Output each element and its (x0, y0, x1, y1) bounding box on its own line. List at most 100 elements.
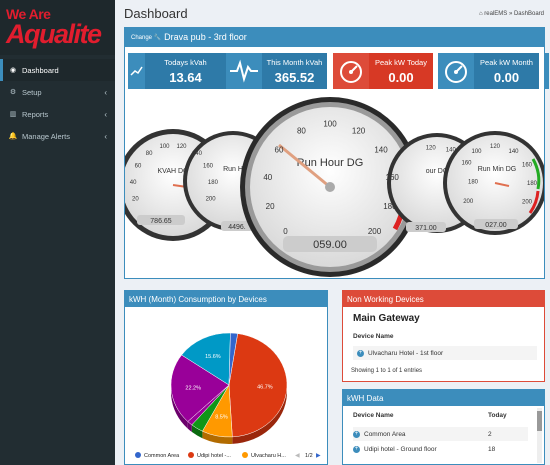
sidebar-item-label: Manage Alerts (22, 131, 70, 141)
breadcrumb-text: realEMS » DashBoard (484, 11, 544, 17)
gauge-tick-label: 120 (352, 127, 366, 136)
chevron-left-icon: ‹ (104, 131, 107, 141)
legend-pager: 1/2 (305, 453, 313, 459)
gauge-run-min-dg: Run Min DG 027.00 (443, 131, 544, 235)
device-name: Common Area (364, 430, 406, 438)
gauge-tick-label: 200 (463, 199, 474, 205)
gauge-tick-label: 60 (275, 146, 284, 155)
gauge-tick-label: 140 (374, 146, 388, 155)
breadcrumb[interactable]: ⌂ realEMS » DashBoard (479, 11, 544, 17)
gauge-tick-label: 60 (135, 164, 142, 170)
column-header[interactable]: Device Name (353, 333, 394, 340)
gauge-tick-label: 120 (176, 144, 187, 150)
change-site-link[interactable]: Change 🔧 (131, 34, 162, 41)
sidebar-item-label: Dashboard (22, 65, 59, 75)
gauge-tick-label: 120 (426, 146, 437, 152)
gauge-readout: 059.00 (313, 239, 347, 251)
expand-icon[interactable]: + (357, 349, 364, 357)
legend-swatch (135, 452, 141, 458)
chart-legend: Common Area Udipi hotel -... Ulvacharu H… (135, 452, 321, 459)
sidebar-item-label: Setup (22, 87, 42, 97)
gauge-readout: 371.00 (415, 225, 437, 232)
gauges-area: KVAH DG 786.65 Run H 4496. Run Hour DG 0… (125, 97, 544, 277)
gauge-tick-label: 200 (522, 200, 533, 206)
gauge-tick-label: 180 (527, 181, 538, 187)
speedometer-icon (333, 53, 369, 89)
home-icon: ⌂ (479, 11, 485, 17)
gauge-tick-label: 140 (192, 151, 203, 157)
pie-slice-side (202, 431, 233, 444)
table-row[interactable]: + Udipi hotel - Ground floor 18 (353, 442, 528, 456)
tile-value: 365.52 (274, 69, 315, 85)
tile-month-kvah: This Month kVah 365.52 (226, 53, 327, 89)
gauge-title: Run Min DG (478, 166, 517, 173)
gauge-tick-label: 120 (490, 144, 501, 150)
column-header[interactable]: Device Name (353, 412, 394, 419)
gauge-tick-labels: 20 40 60 80 100 120 140 160 180 200 0 20 40 60 80 100 12… (130, 120, 538, 237)
device-name: Ulvacharu Hotel - 1st floor (368, 349, 444, 357)
gauge-tick-label: 100 (323, 120, 337, 129)
chevron-left-icon: ‹ (104, 109, 107, 119)
logo-line1: We Are (6, 6, 51, 22)
gauge-tick-label: 40 (263, 173, 272, 182)
panel-title: kWH (Month) Consumption by Devices (125, 291, 327, 307)
gauge-tick-label: 80 (297, 127, 306, 136)
legend-label[interactable]: Ulvacharu H... (251, 453, 286, 459)
sidebar-item-label: Reports (22, 109, 49, 119)
gauge-tick-label: 20 (132, 197, 139, 203)
gear-icon: ⚙ (9, 89, 17, 96)
gauge-title: Run H (223, 166, 243, 173)
site-name: Drava pub - 3rd floor (164, 32, 247, 42)
tile-label: Todays kVah (164, 57, 207, 67)
legend-label[interactable]: Udipi hotel -... (197, 453, 231, 459)
gauge-tick-label: 80 (146, 151, 153, 157)
table-row[interactable]: + Common Area 2 (353, 427, 528, 441)
sidebar-nav: ◉ Dashboard ⚙ Setup ‹ ▥ Reports ‹ 🔔 Mana… (0, 59, 115, 147)
legend-label[interactable]: Common Area (144, 453, 180, 459)
gauge-tick-label: 160 (522, 163, 533, 169)
gauge-run-hour-dg: Run Hour DG 059.00 (240, 97, 420, 277)
scrollbar[interactable] (537, 408, 542, 463)
today-value: 2 (488, 430, 492, 438)
non-working-devices-panel: Non Working Devices Main Gateway Device … (342, 290, 545, 382)
expand-icon[interactable]: + (353, 430, 360, 438)
pie-slice-label: 22.2% (185, 386, 201, 392)
tile-value: 0.00 (493, 69, 520, 85)
gauge-tick-label: 180 (468, 179, 479, 185)
speedometer-icon (438, 53, 474, 89)
pie-slice-label: 46.7% (257, 385, 273, 391)
gauge-title: KVAH DG (158, 168, 189, 175)
logo-line2: Aqualite (6, 19, 102, 49)
dashboard-icon: ◉ (9, 67, 17, 74)
sidebar-item-setup[interactable]: ⚙ Setup ‹ (0, 81, 115, 103)
gauge-tick-label: 180 (383, 202, 397, 211)
pie-slice[interactable] (228, 333, 288, 438)
sidebar-item-dashboard[interactable]: ◉ Dashboard (0, 59, 115, 81)
gauge-tick-label: 200 (206, 197, 217, 203)
gauge-tick-label: 200 (368, 227, 382, 236)
expand-icon[interactable]: + (353, 445, 360, 453)
pulse-icon (226, 53, 262, 89)
tile-peak-kw-today: Peak kW Today 0.00 (333, 53, 433, 89)
pie-slice-side (171, 355, 188, 429)
table-row[interactable]: + Ulvacharu Hotel - 1st floor (353, 346, 537, 360)
meter-overview-box: Change 🔧 Drava pub - 3rd floor Todays kV… (124, 27, 549, 279)
today-value: 18 (488, 445, 496, 453)
panel-title: kWH Data (343, 390, 544, 406)
gauge-tick-label: 100 (471, 149, 482, 155)
pie-slice[interactable] (181, 332, 231, 386)
next-page-icon[interactable]: ▶ (316, 453, 321, 459)
gauge-tick-label: 20 (266, 202, 275, 211)
column-header[interactable]: Today (488, 412, 507, 419)
gateway-title: Main Gateway (353, 313, 420, 324)
chevron-left-icon: ‹ (104, 87, 107, 97)
pie-slice[interactable] (228, 332, 238, 386)
prev-page-icon[interactable]: ◀ (295, 453, 300, 459)
tile-value: 13.64 (169, 69, 202, 85)
gauge-tick-label: 100 (159, 144, 170, 150)
sidebar-item-reports[interactable]: ▥ Reports ‹ (0, 103, 115, 125)
pie-slice[interactable] (170, 354, 230, 422)
aqualite-logo[interactable]: We Are Aqualite (0, 0, 115, 55)
tile-todays-kvah: Todays kVah 13.64 (128, 53, 226, 89)
sidebar-item-manage-alerts[interactable]: 🔔 Manage Alerts ‹ (0, 125, 115, 147)
